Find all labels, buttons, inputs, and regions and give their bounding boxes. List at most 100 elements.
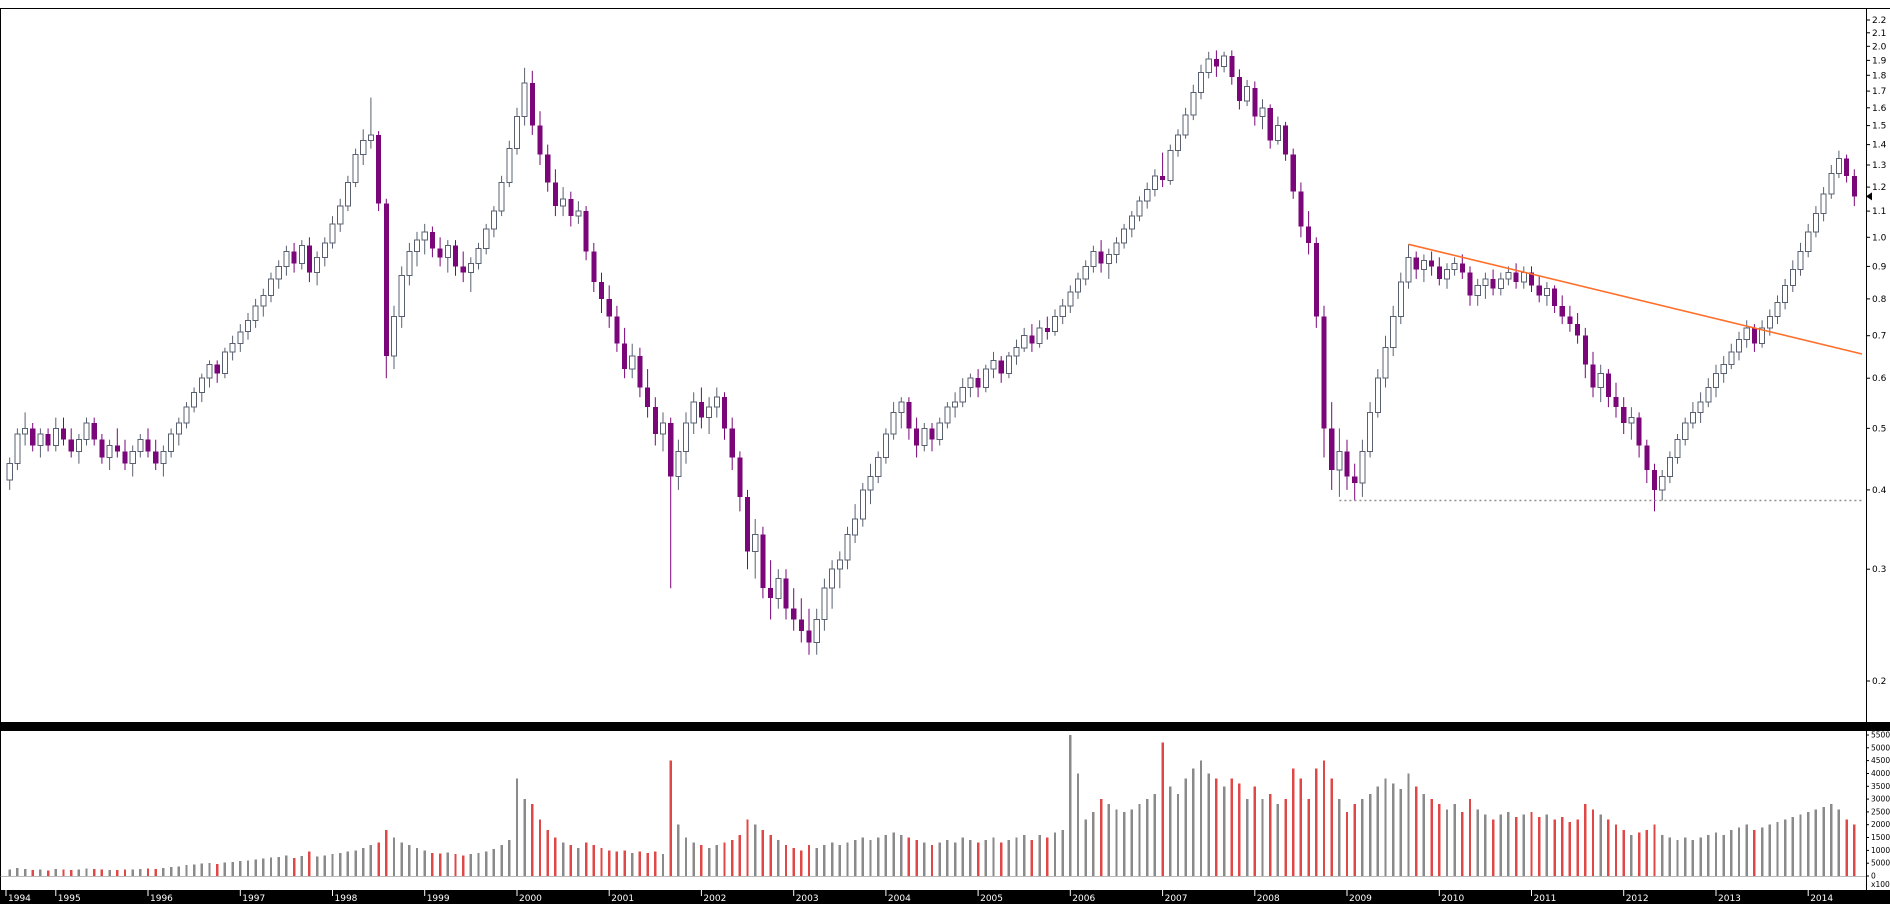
- volume-bar: [216, 864, 219, 876]
- volume-bar: [915, 840, 918, 876]
- volume-bar: [1099, 799, 1103, 876]
- volume-bar: [1353, 804, 1356, 876]
- volume-bar: [1722, 835, 1725, 876]
- volume-bar: [1445, 809, 1449, 876]
- candle: [1013, 339, 1020, 365]
- candle: [1451, 257, 1458, 276]
- candle: [1467, 266, 1473, 306]
- volume-bar: [1514, 817, 1518, 876]
- volume-bar: [323, 855, 326, 876]
- candle: [306, 237, 312, 283]
- candle: [1182, 107, 1189, 139]
- volume-bar: [438, 853, 442, 876]
- volume-bar: [408, 845, 411, 876]
- volume-bar: [961, 837, 964, 876]
- candle: [1628, 407, 1635, 440]
- volume-bar: [1614, 824, 1618, 876]
- price-tick-label: 1.0: [1872, 233, 1887, 243]
- candle: [568, 191, 574, 227]
- volume-bar: [231, 861, 234, 876]
- candle: [890, 402, 897, 440]
- candle: [30, 423, 36, 452]
- volume-bar: [731, 840, 734, 876]
- candle: [698, 387, 704, 429]
- volume-bar: [761, 829, 765, 876]
- candle: [760, 526, 766, 599]
- volume-bar: [1691, 840, 1695, 876]
- candle: [606, 285, 612, 328]
- candle: [245, 313, 252, 340]
- volume-bar: [1107, 804, 1110, 876]
- candle: [22, 412, 29, 446]
- candle: [1674, 434, 1681, 464]
- candle: [982, 364, 989, 393]
- volume-bar: [1799, 814, 1802, 876]
- volume-bar: [1176, 794, 1180, 876]
- volume-tick-label: 15000: [1871, 833, 1890, 842]
- volume-bar: [1199, 760, 1203, 876]
- candle: [367, 97, 374, 149]
- candle: [829, 560, 836, 609]
- volume-bar: [1699, 837, 1702, 876]
- volume-bar: [169, 867, 173, 876]
- candle: [1321, 305, 1327, 458]
- volume-bar: [131, 869, 134, 876]
- candle: [867, 463, 874, 505]
- volume-bar: [62, 869, 65, 876]
- candle: [1682, 417, 1689, 446]
- candle: [1367, 402, 1374, 458]
- volume-layer: [8, 735, 1856, 876]
- candle: [1536, 275, 1542, 303]
- candle: [99, 434, 105, 464]
- volume-bar: [292, 858, 296, 876]
- candle: [752, 519, 759, 579]
- candle: [529, 70, 535, 135]
- volume-bar: [1753, 829, 1756, 876]
- volume-bar: [830, 842, 834, 876]
- volume-bar: [1538, 817, 1541, 876]
- candle: [1652, 463, 1658, 512]
- candle: [1459, 254, 1465, 279]
- candle: [1344, 439, 1350, 490]
- volume-bar: [992, 837, 995, 876]
- candle: [998, 356, 1004, 383]
- price-tick-label: 1.5: [1872, 122, 1886, 132]
- volume-bar: [953, 842, 957, 876]
- volume-bar: [192, 864, 196, 876]
- volume-bar: [1253, 786, 1256, 876]
- candle: [552, 169, 558, 217]
- volume-bar: [923, 842, 926, 876]
- volume-bar: [1361, 799, 1364, 876]
- candle: [1474, 278, 1481, 306]
- volume-bar: [1130, 809, 1133, 876]
- volume-bar: [1230, 778, 1233, 876]
- volume-bar: [1830, 804, 1833, 876]
- candle: [1359, 439, 1366, 497]
- volume-bar: [984, 840, 987, 876]
- candle: [1021, 327, 1028, 352]
- volume-bar: [1007, 840, 1011, 876]
- candle: [376, 131, 382, 212]
- volume-bar: [930, 845, 934, 876]
- candle: [1713, 364, 1720, 398]
- volume-bar: [723, 842, 726, 876]
- year-label: 2013: [1718, 894, 1741, 904]
- volume-bar: [1853, 824, 1856, 876]
- volume-bar: [531, 804, 534, 876]
- price-tick-label: 0.3: [1872, 565, 1886, 575]
- trendline[interactable]: [1408, 243, 1863, 355]
- volume-bar: [331, 854, 334, 876]
- volume-bar: [715, 845, 718, 876]
- volume-bar: [254, 859, 257, 876]
- candle: [1505, 266, 1512, 286]
- candle: [990, 351, 997, 379]
- candle: [490, 206, 497, 238]
- candle: [1597, 364, 1604, 403]
- candle: [1190, 84, 1197, 121]
- volume-bar: [554, 837, 557, 876]
- volume-bar: [208, 863, 211, 876]
- volume-bar: [1783, 819, 1787, 876]
- candle: [1436, 257, 1442, 286]
